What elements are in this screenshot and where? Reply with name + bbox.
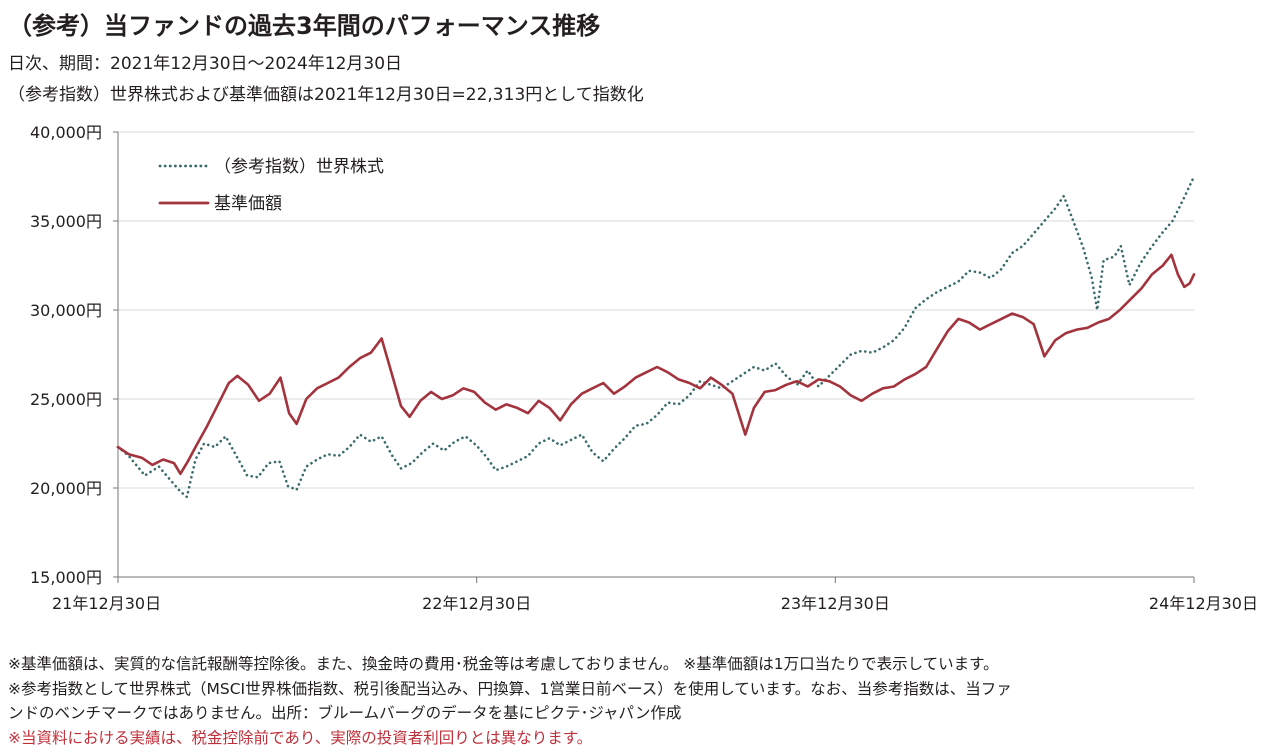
footnotes: ※基準価額は、実質的な信託報酬等控除後。また、換金時の費用･税金等は考慮しており…: [8, 652, 1276, 750]
index-note: （参考指数）世界株式および基準価額は2021年12月30日=22,313円として…: [8, 85, 644, 105]
y-axis: 40,000円 35,000円 30,000円 25,000円 20,000円 15,00…: [30, 123, 119, 587]
footnote-3: ンドのベンチマークではありません。出所：ブルームバーグのデータを基にピクテ･ジャ…: [8, 704, 682, 722]
performance-chart: 40,000円 35,000円 30,000円 25,000円 20,000円 15,00…: [30, 123, 1258, 613]
y-tick-label: 20,000円: [30, 479, 102, 498]
legend-label-world-equity: （参考指数）世界株式: [214, 157, 384, 177]
chart-title: （参考）当ファンドの過去3年間のパフォーマンス推移: [8, 12, 601, 40]
series-lines: [116, 175, 1196, 499]
x-tick-label: 21年12月30日: [52, 594, 161, 613]
period-note: 日次、期間：2021年12月30日～2024年12月30日: [8, 54, 403, 74]
y-tick-label: 30,000円: [30, 301, 102, 320]
x-tick-label: 22年12月30日: [422, 594, 531, 613]
y-tick-label: 15,000円: [30, 568, 102, 587]
y-tick-label: 35,000円: [30, 212, 102, 231]
series-line-nav: [116, 253, 1196, 476]
footnote-4: ※当資料における実績は、税金控除前であり、実際の投資者利回りとは異なります。: [8, 728, 593, 747]
x-tick-label: 24年12月30日: [1149, 594, 1258, 613]
legend-label-nav: 基準価額: [214, 194, 282, 214]
footnote-2: ※参考指数として世界株式（MSCI世界株価指数、税引後配当込み、円換算、1営業日…: [8, 679, 1012, 698]
footnote-1: ※基準価額は、実質的な信託報酬等控除後。また、換金時の費用･税金等は考慮しており…: [8, 655, 999, 673]
gridlines: [118, 131, 1194, 489]
x-axis: 21年12月30日 22年12月30日 23年12月30日 24年12月30日: [52, 576, 1258, 613]
y-tick-label: 25,000円: [30, 390, 102, 409]
x-tick-label: 23年12月30日: [781, 594, 890, 613]
y-tick-label: 40,000円: [30, 123, 102, 142]
series-line-world-equity: [116, 175, 1196, 499]
